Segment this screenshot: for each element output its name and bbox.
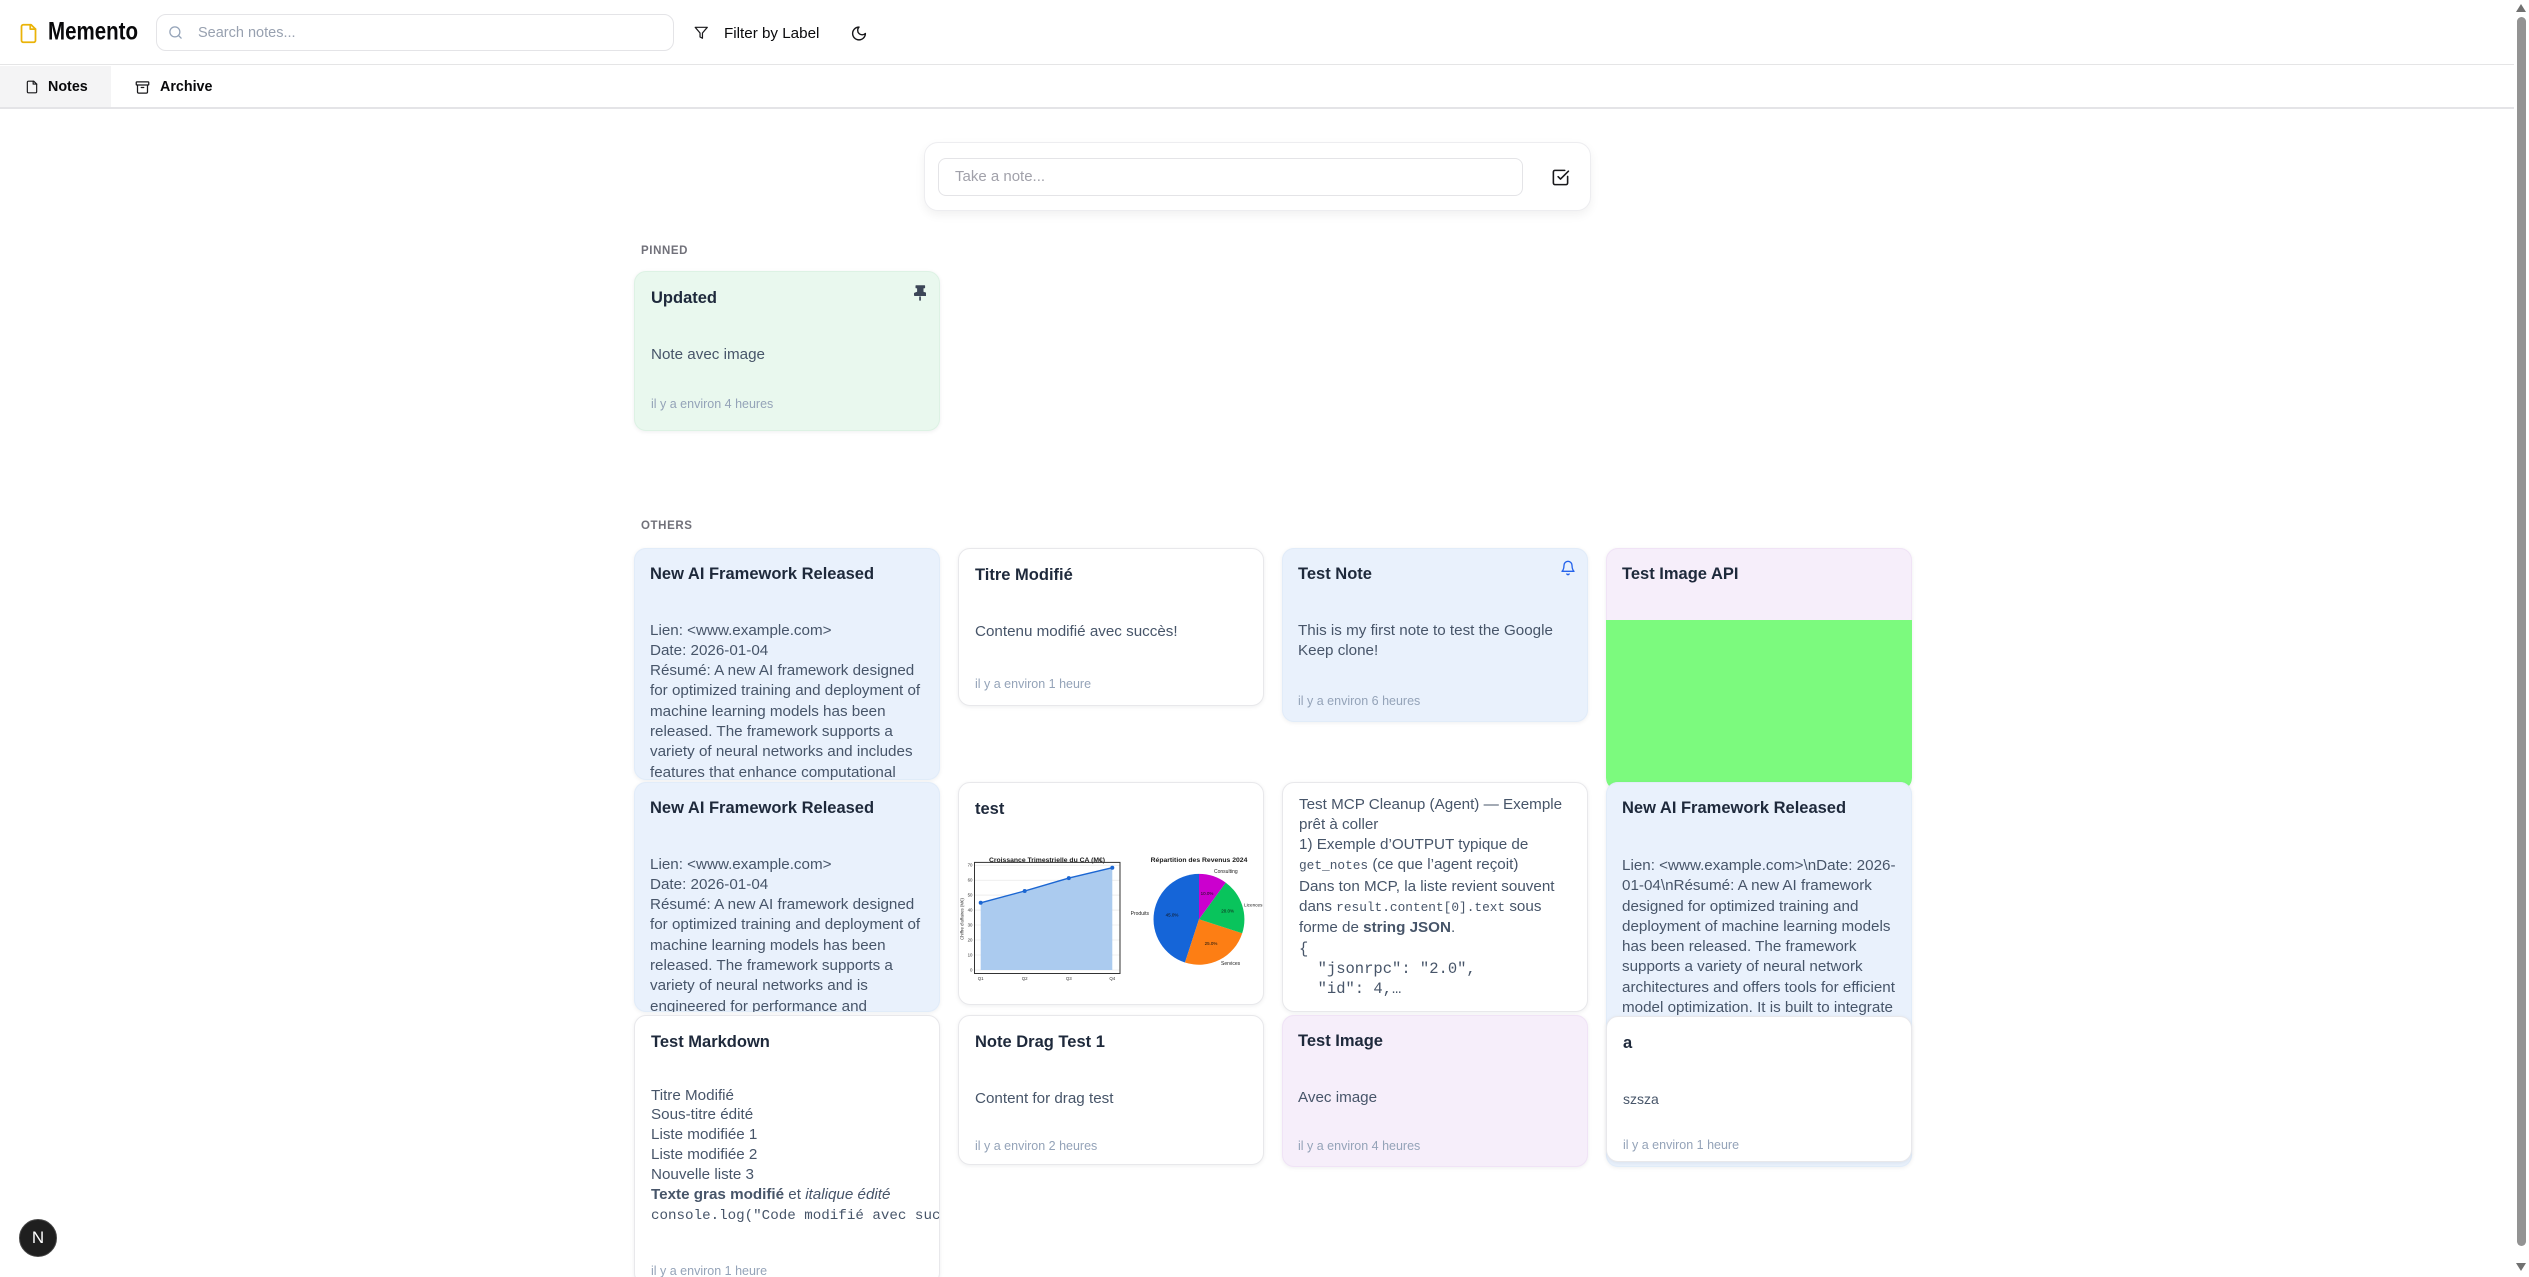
svg-text:Services: Services — [1221, 961, 1241, 967]
svg-text:Licences: Licences — [1244, 903, 1263, 908]
svg-text:Q1: Q1 — [978, 976, 984, 981]
svg-text:Q3: Q3 — [1066, 976, 1072, 981]
svg-text:Chiffre d'affaires (M€): Chiffre d'affaires (M€) — [960, 898, 965, 940]
svg-text:20: 20 — [968, 938, 973, 943]
svg-text:Consulting: Consulting — [1214, 869, 1238, 875]
svg-text:Produits: Produits — [1131, 911, 1150, 917]
svg-text:Croissance Trimestrielle du CA: Croissance Trimestrielle du CA (M€) — [989, 857, 1105, 864]
svg-text:20.0%: 20.0% — [1221, 909, 1234, 914]
svg-text:30: 30 — [968, 923, 973, 928]
svg-text:0: 0 — [970, 968, 973, 973]
svg-text:Q4: Q4 — [1109, 976, 1115, 981]
svg-text:40: 40 — [968, 908, 973, 913]
svg-text:10: 10 — [968, 953, 973, 958]
svg-text:Q2: Q2 — [1022, 976, 1028, 981]
svg-text:50: 50 — [968, 893, 973, 898]
svg-text:45.0%: 45.0% — [1166, 913, 1179, 918]
svg-text:Répartition des Revenus 2024: Répartition des Revenus 2024 — [1151, 857, 1248, 864]
svg-text:70: 70 — [968, 863, 973, 868]
svg-text:10.0%: 10.0% — [1201, 891, 1214, 896]
svg-text:60: 60 — [968, 878, 973, 883]
svg-text:25.0%: 25.0% — [1205, 941, 1218, 946]
